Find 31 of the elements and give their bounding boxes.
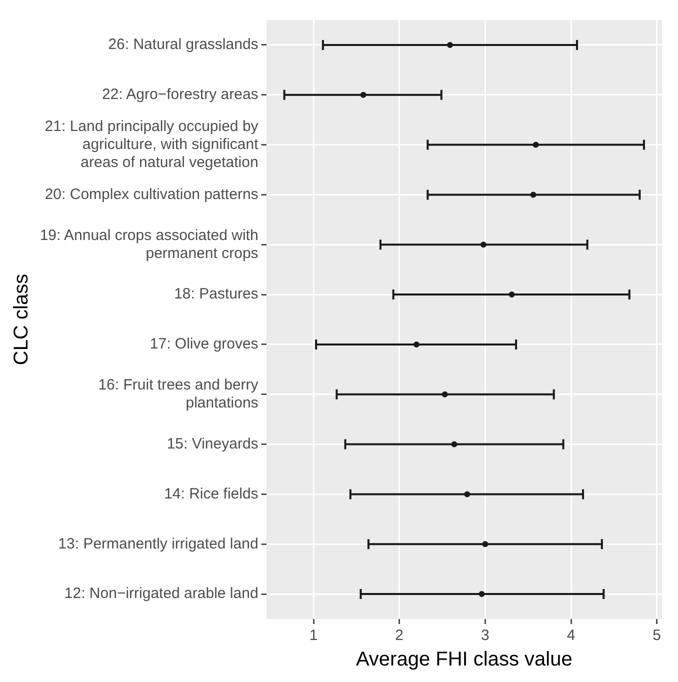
point	[482, 541, 488, 548]
y-tick-label: 17: Olive groves	[150, 336, 258, 353]
x-axis-title: Average FHI class value	[356, 648, 572, 671]
x-tick-label: 1	[309, 627, 318, 644]
point	[360, 92, 366, 98]
point	[451, 441, 458, 448]
y-tick-label: 14: Rice fields	[164, 485, 258, 502]
x-tick-label: 3	[481, 627, 490, 644]
point	[446, 42, 453, 48]
point	[464, 491, 470, 498]
y-tick-label: 15: Vineyards	[166, 435, 258, 452]
point	[508, 292, 515, 298]
y-tick-label: 26: Natural grasslands	[108, 36, 258, 54]
point	[530, 192, 536, 198]
y-axis-title: CLC class	[10, 274, 33, 366]
y-tick-label: 21: Land principally occupied by agriculture, with significant areas of natural vegetation	[44, 118, 260, 171]
x-tick-label: 4	[566, 627, 576, 644]
y-tick-label: 19: Annual crops associated with permanent crops	[40, 226, 258, 262]
y-tick-label: 20: Complex cultivation patterns	[44, 186, 258, 203]
y-tick-label: 13: Permanently irrigated land	[58, 535, 258, 552]
y-tick-label: 18: Pastures	[174, 286, 258, 303]
y-tick-label: 16: Fruit trees and berry plantations	[98, 376, 259, 412]
point	[442, 391, 448, 398]
point	[480, 242, 486, 248]
y-tick-label: 22: Agro−forestry areas	[102, 86, 258, 104]
point	[414, 341, 420, 348]
point	[478, 591, 485, 598]
y-tick-label: 12: Non−irrigated arable land	[64, 585, 258, 602]
x-tick-label: 2	[395, 627, 404, 644]
x-tick-label: 5	[652, 627, 662, 644]
point	[532, 142, 539, 148]
